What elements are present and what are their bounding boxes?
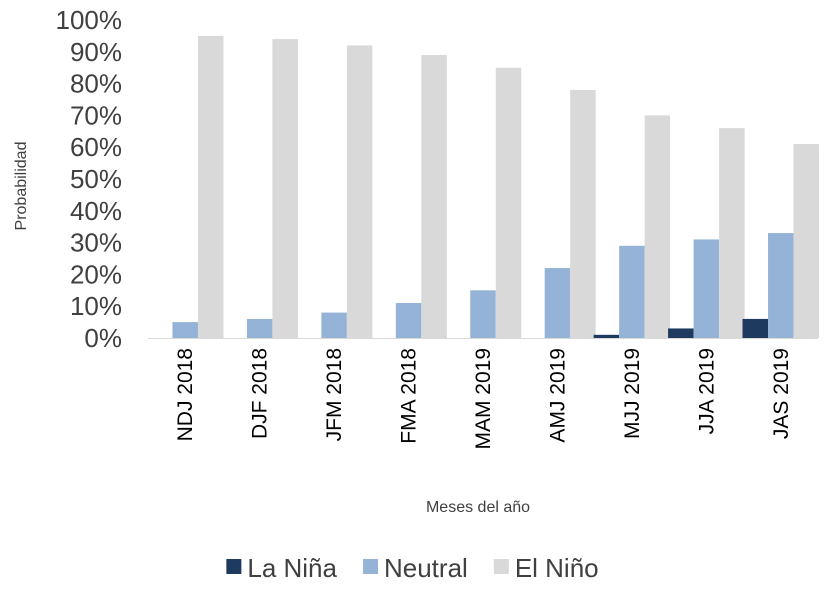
y-tick-label: 100% bbox=[56, 5, 123, 35]
y-tick-label: 20% bbox=[70, 259, 122, 289]
bar-el-ni-o-6 bbox=[645, 115, 671, 338]
y-tick-labels: 0%10%20%30%40%50%60%70%80%90%100% bbox=[56, 5, 123, 353]
bar-neutral-0 bbox=[172, 322, 198, 338]
legend-item: El Niño bbox=[494, 553, 599, 583]
x-tick-label: MAM 2019 bbox=[472, 348, 495, 450]
x-tick-label: DJF 2018 bbox=[249, 348, 272, 439]
bar-el-ni-o-7 bbox=[719, 128, 745, 338]
bar-el-ni-o-2 bbox=[347, 45, 373, 338]
y-tick-label: 40% bbox=[70, 196, 122, 226]
y-tick-label: 50% bbox=[70, 164, 122, 194]
legend-label: El Niño bbox=[515, 553, 599, 583]
legend-item: La Niña bbox=[226, 553, 337, 583]
bar-la-ni-a-8 bbox=[743, 319, 769, 338]
x-tick-label: NDJ 2018 bbox=[174, 348, 197, 441]
bar-el-ni-o-3 bbox=[421, 55, 447, 338]
bar-neutral-8 bbox=[768, 233, 794, 338]
y-tick-label: 60% bbox=[70, 132, 122, 162]
y-tick-label: 0% bbox=[84, 323, 122, 353]
bar-neutral-6 bbox=[619, 246, 645, 338]
x-tick-label: MJJ 2019 bbox=[621, 348, 644, 439]
bar-neutral-2 bbox=[321, 313, 347, 338]
legend-swatch bbox=[363, 559, 378, 574]
legend-swatch bbox=[226, 559, 241, 574]
y-axis-title: Probabilidad bbox=[13, 142, 30, 231]
bar-el-ni-o-1 bbox=[272, 39, 298, 338]
bar-la-ni-a-7 bbox=[668, 328, 694, 338]
bar-el-ni-o-8 bbox=[794, 144, 820, 338]
x-tick-label: AMJ 2019 bbox=[546, 348, 569, 443]
legend-label: La Niña bbox=[247, 553, 337, 583]
bar-el-ni-o-4 bbox=[496, 68, 522, 338]
x-tick-labels: NDJ 2018 DJF 2018 JFM 2018 FMA 2018 MAM 2019… bbox=[174, 348, 793, 450]
legend-item: Neutral bbox=[363, 553, 468, 583]
x-tick-label: JJA 2019 bbox=[695, 348, 718, 434]
bar-el-ni-o-5 bbox=[570, 90, 596, 338]
bar-la-ni-a-6 bbox=[594, 335, 620, 338]
legend-label: Neutral bbox=[384, 553, 468, 583]
y-tick-label: 90% bbox=[70, 37, 122, 67]
bars-group bbox=[172, 36, 819, 338]
x-tick-label: JAS 2019 bbox=[770, 348, 793, 439]
bar-el-ni-o-0 bbox=[198, 36, 224, 338]
y-tick-label: 70% bbox=[70, 100, 122, 130]
x-tick-label: JFM 2018 bbox=[323, 348, 346, 441]
bar-neutral-7 bbox=[694, 239, 720, 338]
y-tick-label: 10% bbox=[70, 291, 122, 321]
x-tick-label: FMA 2018 bbox=[398, 348, 421, 444]
bar-neutral-3 bbox=[396, 303, 422, 338]
bar-neutral-4 bbox=[470, 290, 496, 338]
bar-neutral-5 bbox=[545, 268, 571, 338]
x-axis-title: Meses del año bbox=[426, 499, 530, 516]
y-tick-label: 30% bbox=[70, 228, 122, 258]
bar-neutral-1 bbox=[247, 319, 272, 338]
y-tick-label: 80% bbox=[70, 69, 122, 99]
legend: La Niña Neutral El Niño bbox=[226, 553, 598, 583]
legend-swatch bbox=[494, 559, 509, 574]
